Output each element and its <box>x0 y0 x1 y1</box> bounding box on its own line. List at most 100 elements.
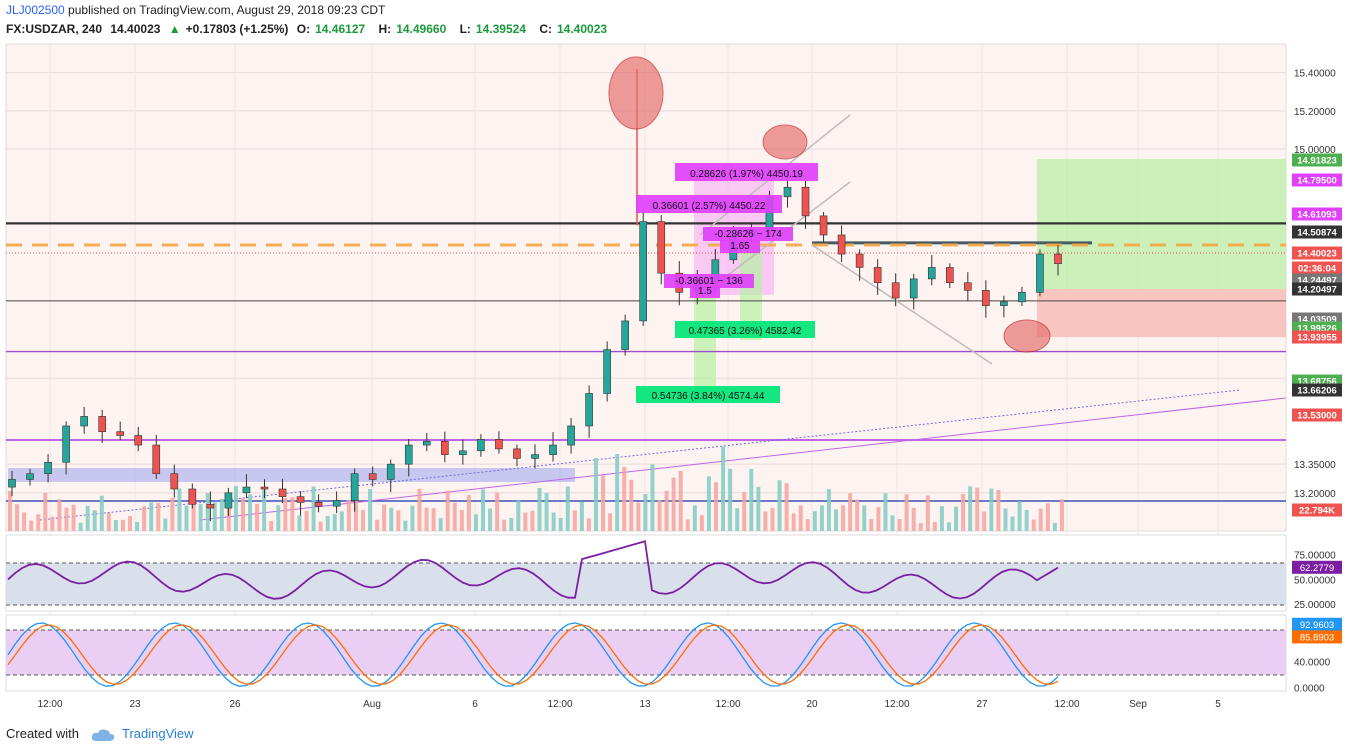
volume-bar <box>551 512 556 531</box>
candle-body <box>639 221 648 322</box>
volume-bar <box>50 516 55 531</box>
candle-body <box>278 488 287 497</box>
volume-bar <box>311 486 316 531</box>
candle-body <box>567 425 575 446</box>
price-tick-label: 13.35000 <box>1294 460 1336 471</box>
volume-bar <box>332 514 337 531</box>
time-tick-label: 26 <box>229 699 241 710</box>
footer: Created with TradingView <box>6 726 194 742</box>
candle-body <box>1054 253 1062 264</box>
time-tick-label: 12:00 <box>715 699 740 710</box>
chart-canvas[interactable]: 0.28626 (1.97%) 4450.19 0.36601 (2.57%) 4… <box>0 40 1348 712</box>
volume-bar <box>113 520 118 531</box>
time-tick-label: 12:00 <box>1054 699 1079 710</box>
ellipse-second-high <box>762 124 808 160</box>
time-axis[interactable]: 12:00 23 26 Aug 6 12:00 13 12:00 20 12:00 27 12:00 S… <box>37 699 1221 710</box>
trendline-dotted <box>39 389 1241 521</box>
volume-bar <box>622 467 627 531</box>
price-change: +0.17803 (+1.25%) <box>185 22 289 36</box>
volume-bar <box>791 513 796 531</box>
volume-bar <box>163 518 168 531</box>
price-label-text: 14.40023 <box>1297 249 1337 260</box>
publisher-username[interactable]: JLJ002500 <box>6 3 65 17</box>
volume-bar <box>92 510 97 531</box>
volume-bar <box>946 522 951 531</box>
volume-bar <box>71 504 76 531</box>
volume-bar <box>473 514 478 531</box>
annotation-box <box>664 274 754 288</box>
candle-body <box>1018 291 1026 303</box>
price-label-text: 13.53000 <box>1297 411 1337 422</box>
stoch-tick-label: 40.0000 <box>1294 657 1331 668</box>
candle-body <box>296 496 305 503</box>
volume-bar <box>848 493 853 531</box>
price-label-box <box>1292 261 1342 275</box>
rsi-band <box>6 563 1286 605</box>
volume-bar <box>728 468 733 531</box>
price-label-text: 14.03509 <box>1297 315 1337 326</box>
volume-bar <box>106 512 111 531</box>
volume-bar <box>657 500 662 531</box>
volume-bar <box>368 489 373 531</box>
volume-bar <box>558 517 563 531</box>
volume-bar <box>15 504 20 531</box>
volume-bar <box>248 494 253 531</box>
time-tick-label: 6 <box>472 699 478 710</box>
volume-bar <box>636 502 641 531</box>
annotation-text: 0.28626 (1.97%) 4450.19 <box>690 169 803 180</box>
annotation-text: -0.28626 ~ 174 <box>714 229 782 240</box>
created-with-label: Created with <box>6 726 79 741</box>
volume-bar <box>579 501 584 531</box>
stoch-value-text: 92.9603 <box>1300 620 1334 631</box>
volume-bar <box>120 519 125 531</box>
volume-bar <box>530 510 535 531</box>
volume-bar <box>36 514 41 531</box>
tradingview-brand-link[interactable]: TradingView <box>122 726 194 741</box>
candle-body <box>459 450 467 455</box>
candle-body <box>982 290 990 306</box>
volume-bar <box>565 486 570 531</box>
time-tick-label: Sep <box>1129 699 1147 710</box>
last-price: 14.40023 <box>110 22 161 36</box>
candle-body <box>332 500 341 507</box>
volume-bar <box>170 497 175 531</box>
volume-bar <box>516 500 521 531</box>
volume-bar <box>396 510 401 531</box>
volume-bar <box>361 509 365 531</box>
candle-body <box>98 416 106 432</box>
volume-bar <box>678 470 683 531</box>
trendline-channel <box>811 244 993 365</box>
rsi-tick-label: 50.00000 <box>1294 575 1336 586</box>
volume-bar <box>128 515 133 531</box>
volume-bar <box>382 504 387 531</box>
volume-bar <box>1024 509 1029 531</box>
volume-bar <box>452 502 457 531</box>
volume-bar <box>318 521 323 531</box>
volume-bar <box>205 493 210 531</box>
close-label: C: <box>539 22 552 36</box>
ellipse-low <box>1003 319 1051 353</box>
volume-bar <box>191 489 196 531</box>
volume-bar <box>509 517 514 531</box>
volume-bar <box>375 519 380 531</box>
volume-bar <box>22 512 27 531</box>
candle-body <box>62 425 70 463</box>
volume-bar <box>862 505 867 531</box>
volume-bar <box>961 493 966 531</box>
volume-bar <box>276 505 281 531</box>
rsi-axis[interactable]: 75.00000 50.00000 25.00000 62.2779 <box>1292 551 1342 611</box>
time-tick-label: 12:00 <box>547 699 572 710</box>
rsi-tick-label: 75.00000 <box>1294 551 1336 562</box>
change-arrow-icon: ▲ <box>168 22 181 36</box>
volume-bar <box>29 520 34 531</box>
volume-bar <box>262 489 267 531</box>
volume-bar <box>1052 522 1057 531</box>
volume-bar <box>975 487 980 531</box>
candle-body <box>657 221 666 274</box>
volume-bar <box>593 458 598 531</box>
volume-bar <box>671 477 676 531</box>
price-label-box <box>1292 207 1342 221</box>
volume-bar <box>403 520 408 531</box>
volume-bar <box>586 518 591 531</box>
